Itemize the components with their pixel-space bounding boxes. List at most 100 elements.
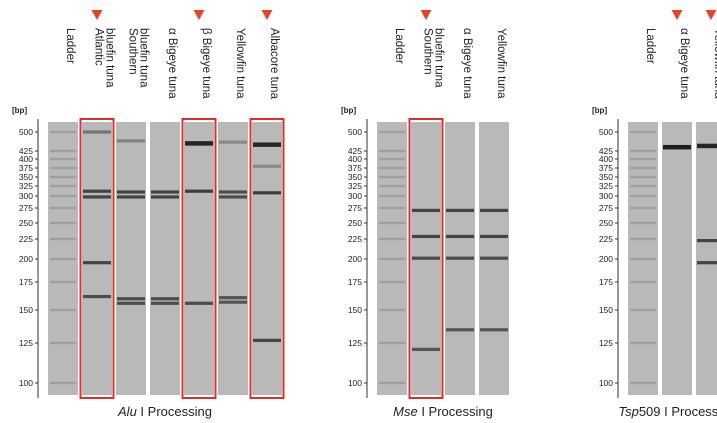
ladder-band: [630, 166, 656, 170]
lane: Atlantic bluefin tuna: [79, 10, 116, 399]
dna-band: [117, 301, 145, 305]
ladder-band: [50, 257, 76, 261]
ladder-band: [379, 157, 405, 161]
caption-suffix: I Processing: [137, 404, 212, 419]
axis-tick-label: 350: [599, 172, 613, 182]
dna-band: [151, 190, 179, 194]
ladder-band: [379, 166, 405, 170]
marker-triangle-icon: [705, 10, 717, 20]
axis-tick-label: 125: [19, 338, 33, 348]
axis-tick-label: 500: [599, 127, 613, 137]
dna-band: [412, 256, 440, 260]
axis-tick-label: 150: [19, 305, 33, 315]
ladder-band: [630, 206, 656, 210]
ladder-band: [379, 184, 405, 188]
axis-tick-label: 100: [19, 378, 33, 388]
ladder-band: [379, 206, 405, 210]
dna-band: [412, 208, 440, 212]
lane: Yellowfin tuna: [479, 28, 509, 395]
ladder-band: [379, 237, 405, 241]
ladder-band: [379, 341, 405, 345]
lane-label: β Bigeye tuna: [200, 28, 212, 99]
dna-band: [151, 297, 179, 301]
ladder-band: [630, 194, 656, 198]
dna-band: [253, 191, 281, 195]
dna-band: [480, 328, 508, 332]
lane-label: Ladder: [393, 28, 405, 64]
axis-tick-label: 200: [599, 254, 613, 264]
axis-unit-label: [bp]: [592, 106, 607, 115]
ladder-band: [630, 237, 656, 241]
lane: Southern bluefin tuna: [116, 28, 150, 395]
axis-tick-label: 275: [348, 203, 362, 213]
ladder-band: [630, 184, 656, 188]
lane: Ladder: [48, 28, 78, 395]
dna-band: [219, 300, 247, 304]
dna-band: [83, 130, 111, 134]
ladder-band: [50, 175, 76, 179]
axis-tick-label: 175: [348, 277, 362, 287]
axis-tick-label: 375: [599, 163, 613, 173]
lane-label: Southern: [127, 28, 139, 75]
dna-band: [83, 189, 111, 193]
ladder-band: [50, 381, 76, 385]
panel-caption: Mse I Processing: [393, 404, 493, 419]
dna-band: [117, 139, 145, 143]
axis-tick-label: 225: [348, 234, 362, 244]
ladder-band: [379, 280, 405, 284]
dna-band: [219, 296, 247, 300]
marker-triangle-icon: [91, 10, 103, 20]
ladder-band: [630, 175, 656, 179]
ladder-band: [379, 130, 405, 134]
axis-tick-label: 125: [599, 338, 613, 348]
lane-label: Albacore tuna: [268, 28, 280, 100]
caption-enzyme: Mse: [393, 404, 418, 419]
highlight-frame: [249, 118, 285, 399]
highlight-frame: [408, 118, 444, 399]
ladder-band: [50, 237, 76, 241]
axis-tick-label: 325: [599, 181, 613, 191]
marker-triangle-icon: [261, 10, 273, 20]
lane-background: [116, 122, 146, 395]
ladder-band: [630, 257, 656, 261]
highlight-frame: [79, 118, 115, 399]
ladder-band: [630, 280, 656, 284]
ladder-band: [379, 175, 405, 179]
lane-background: [82, 122, 112, 395]
axis-tick-label: 250: [599, 218, 613, 228]
dna-band: [446, 234, 474, 239]
dna-band: [253, 142, 281, 147]
panel-caption: Tsp509 I Processing: [618, 404, 717, 419]
ladder-band: [50, 184, 76, 188]
lane-background: [252, 122, 282, 395]
ladder-band: [50, 149, 76, 153]
dna-band: [185, 141, 213, 146]
axis-tick-label: 400: [348, 154, 362, 164]
lane-background: [218, 122, 248, 395]
axis-tick-label: 225: [19, 234, 33, 244]
axis-tick-label: 325: [19, 181, 33, 191]
axis-tick-label: 400: [599, 154, 613, 164]
axis-tick-label: 325: [348, 181, 362, 191]
lane: β Bigeye tuna: [181, 10, 217, 399]
lane-label: α Bigeye tuna: [678, 28, 690, 99]
axis-tick-label: 150: [599, 305, 613, 315]
axis-tick-label: 500: [348, 127, 362, 137]
ladder-band: [50, 206, 76, 210]
axis-tick-label: 400: [19, 154, 33, 164]
dna-band: [697, 239, 717, 243]
dna-band: [663, 144, 691, 150]
axis-tick-label: 175: [599, 277, 613, 287]
dna-band: [480, 208, 508, 212]
dna-band: [253, 338, 281, 342]
lane-label: Ladder: [644, 28, 656, 64]
axis-unit-label: [bp]: [341, 106, 356, 115]
ladder-band: [50, 130, 76, 134]
lane: Ladder: [628, 28, 658, 395]
lane-label: bluefin tuna: [433, 28, 445, 88]
ladder-band: [50, 221, 76, 225]
axis-tick-label: 300: [348, 191, 362, 201]
lane: Yellowfin tuna: [218, 28, 248, 395]
